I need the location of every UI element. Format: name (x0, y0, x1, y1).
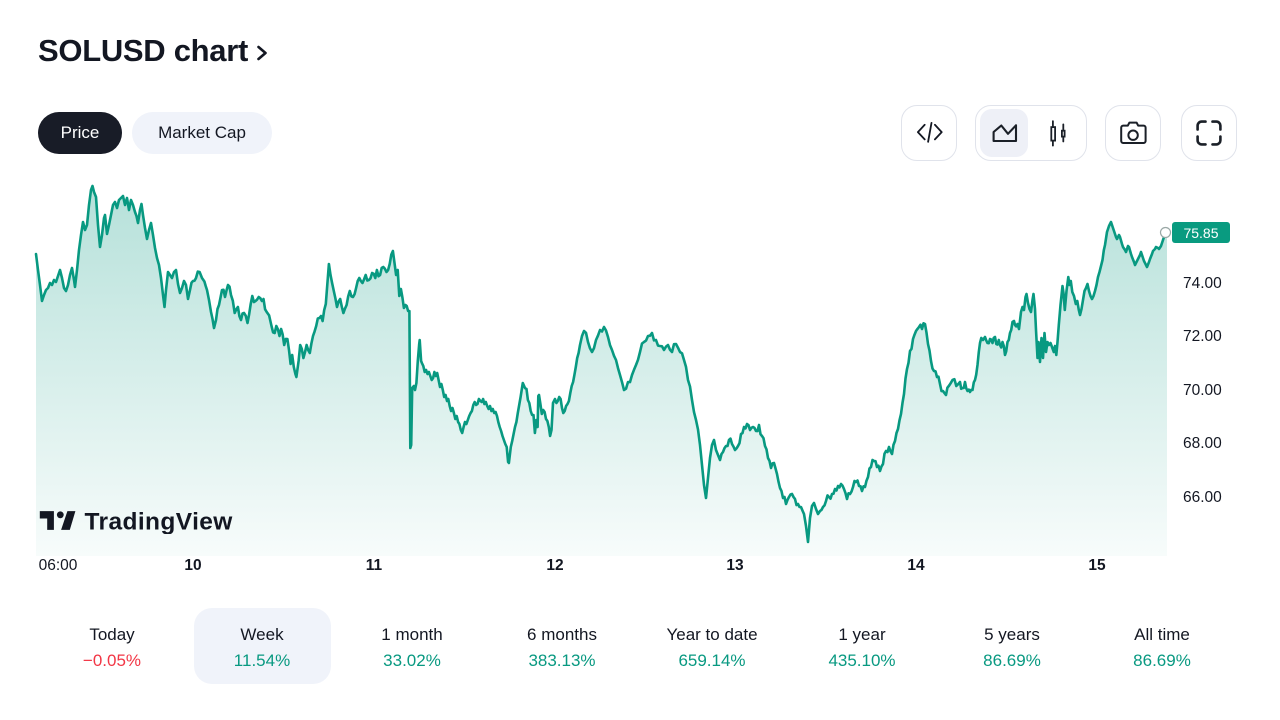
svg-text:TradingView: TradingView (85, 509, 234, 535)
